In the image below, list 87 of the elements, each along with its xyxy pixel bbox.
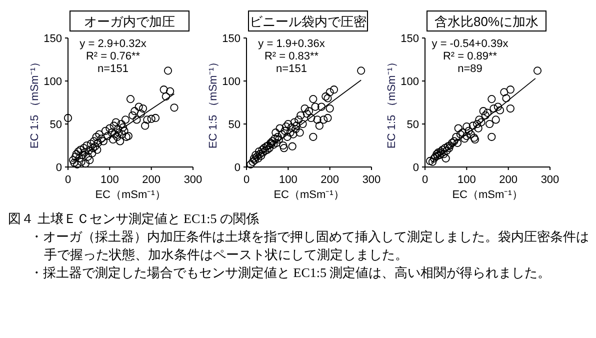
y-tick-label: 50 xyxy=(50,119,62,131)
point xyxy=(481,111,490,120)
x-tick-label: 300 xyxy=(184,174,202,186)
point xyxy=(442,146,451,155)
annotation: R² = 0.76** xyxy=(86,50,141,62)
point xyxy=(473,120,482,128)
point xyxy=(477,118,486,126)
point xyxy=(426,156,434,166)
x-tick-label: 100 xyxy=(278,174,298,186)
y-tick-label: 150 xyxy=(222,33,240,45)
point xyxy=(506,104,514,113)
annotation: n=89 xyxy=(458,63,482,75)
point xyxy=(479,107,488,116)
y-tick-label: 100 xyxy=(400,76,419,88)
annotation: n=151 xyxy=(98,63,128,75)
chart-title: 含水比80%に加水 xyxy=(434,14,539,29)
point xyxy=(462,122,471,131)
point xyxy=(492,116,500,124)
y-tick-label: 0 xyxy=(234,162,240,174)
point xyxy=(475,116,484,124)
point xyxy=(466,130,475,138)
point xyxy=(470,135,480,144)
point xyxy=(452,132,460,141)
y-tick-label: 0 xyxy=(412,162,419,174)
caption: 図４ 土壌ＥＣセンサ測定値と EC1:5 の関係 xyxy=(8,211,259,226)
point xyxy=(453,138,462,147)
point xyxy=(460,134,469,143)
chart-title: ビニール袋内で圧密 xyxy=(250,14,366,29)
y-tick-label: 100 xyxy=(222,76,240,88)
x-tick-label: 300 xyxy=(540,174,560,186)
x-tick-label: 0 xyxy=(243,174,250,186)
y-tick-label: 100 xyxy=(44,76,62,88)
point xyxy=(494,102,502,111)
x-tick-label: 0 xyxy=(64,174,72,186)
y-axis-title: EC 1:5 （mSm⁻¹） xyxy=(29,56,41,149)
point xyxy=(445,144,454,152)
point xyxy=(483,108,492,117)
point xyxy=(533,66,542,75)
point xyxy=(462,132,471,140)
point xyxy=(444,142,452,150)
annotation: R² = 0.89** xyxy=(442,50,498,62)
point xyxy=(496,106,504,114)
point xyxy=(450,137,458,146)
x-tick-label: 200 xyxy=(320,174,340,186)
text: ・オーガ（採土器）内加圧条件は土壌を指で押し固めて挿入して測定しました。袋内圧密条件は手で握った状態、加水条件はペースト状にして測定しました。 xyxy=(30,229,589,262)
point xyxy=(456,130,464,138)
y-tick-label: 150 xyxy=(400,33,419,45)
point xyxy=(488,132,496,141)
x-tick-label: 100 xyxy=(457,174,476,186)
x-axis-title: EC（mSm⁻¹） xyxy=(452,189,523,201)
text: ・採土器で測定した場合でもセンサ測定値と EC1:5 測定値は、高い相関が得られました。 xyxy=(30,265,551,280)
y-tick-label: 150 xyxy=(44,33,62,45)
point xyxy=(474,124,482,132)
annotation: y = 1.9+0.36x xyxy=(258,38,326,50)
x-tick-label: 200 xyxy=(499,174,518,186)
x-tick-label: 200 xyxy=(142,174,161,186)
point xyxy=(448,138,456,147)
y-tick-label: 50 xyxy=(406,119,419,131)
annotation: y = -0.54+0.39x xyxy=(432,38,509,50)
y-axis-title: EC 1:5 （mSm⁻¹） xyxy=(208,56,220,149)
annotation: y = 2.9+0.32x xyxy=(80,38,147,50)
point xyxy=(468,122,477,130)
y-tick-label: 50 xyxy=(228,119,240,131)
point xyxy=(470,134,478,142)
point xyxy=(502,94,510,102)
x-tick-label: 300 xyxy=(362,174,381,186)
chart-title: オーガ内で加圧 xyxy=(84,14,175,29)
point xyxy=(442,154,450,162)
point xyxy=(500,88,508,96)
point xyxy=(440,150,448,158)
point xyxy=(490,104,498,113)
point xyxy=(464,126,473,135)
x-tick-label: 100 xyxy=(100,174,119,186)
point xyxy=(446,141,454,150)
x-axis-title: EC（mSm⁻¹） xyxy=(95,189,166,201)
annotation: n=151 xyxy=(276,63,307,75)
point xyxy=(454,124,462,132)
point xyxy=(458,128,467,137)
y-axis-title: EC 1:5 （mSm⁻¹） xyxy=(386,56,398,149)
point xyxy=(506,86,514,94)
point xyxy=(486,120,494,128)
point xyxy=(428,158,437,166)
x-axis-title: EC（mSm⁻¹） xyxy=(274,189,344,201)
point xyxy=(488,95,496,104)
x-tick-label: 0 xyxy=(422,174,428,186)
y-tick-label: 0 xyxy=(56,162,62,174)
annotation: R² = 0.83** xyxy=(264,50,320,62)
